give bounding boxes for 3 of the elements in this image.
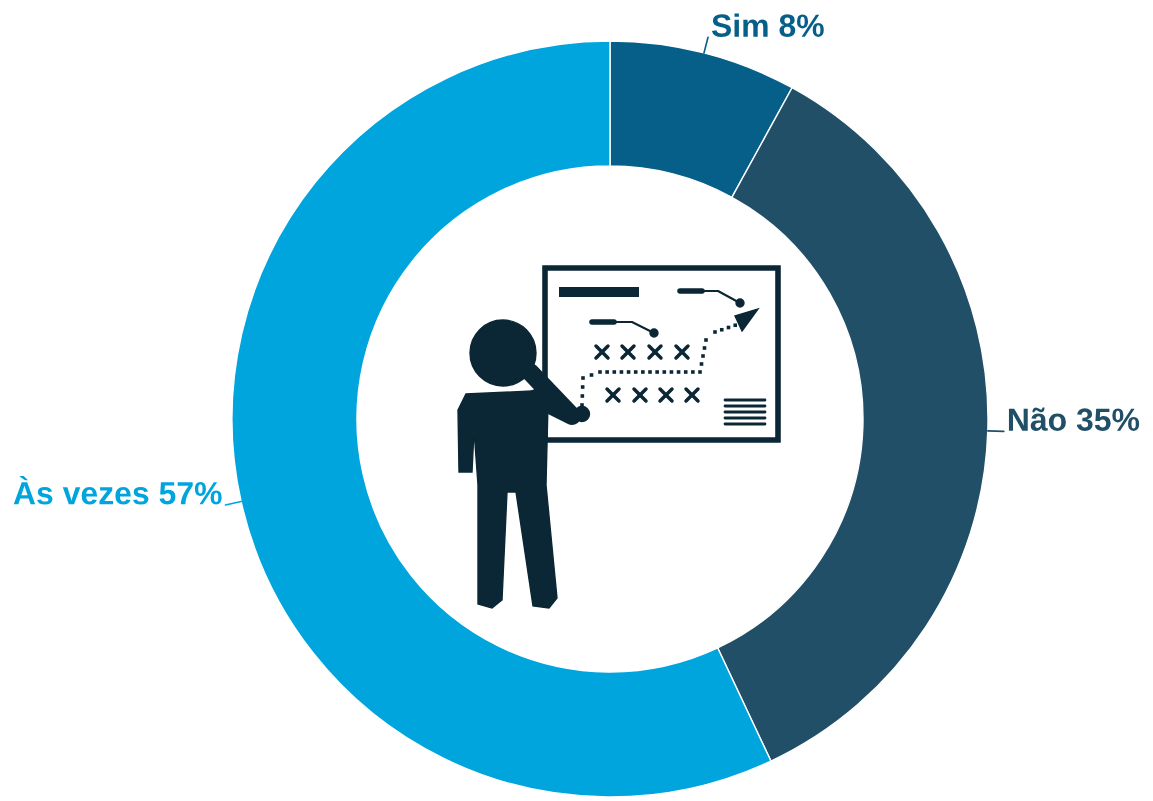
slice-label: Sim 8% [711, 13, 824, 37]
slice-label: Às vezes 57% [13, 475, 222, 505]
slice-label: Não 35% [1008, 407, 1140, 431]
